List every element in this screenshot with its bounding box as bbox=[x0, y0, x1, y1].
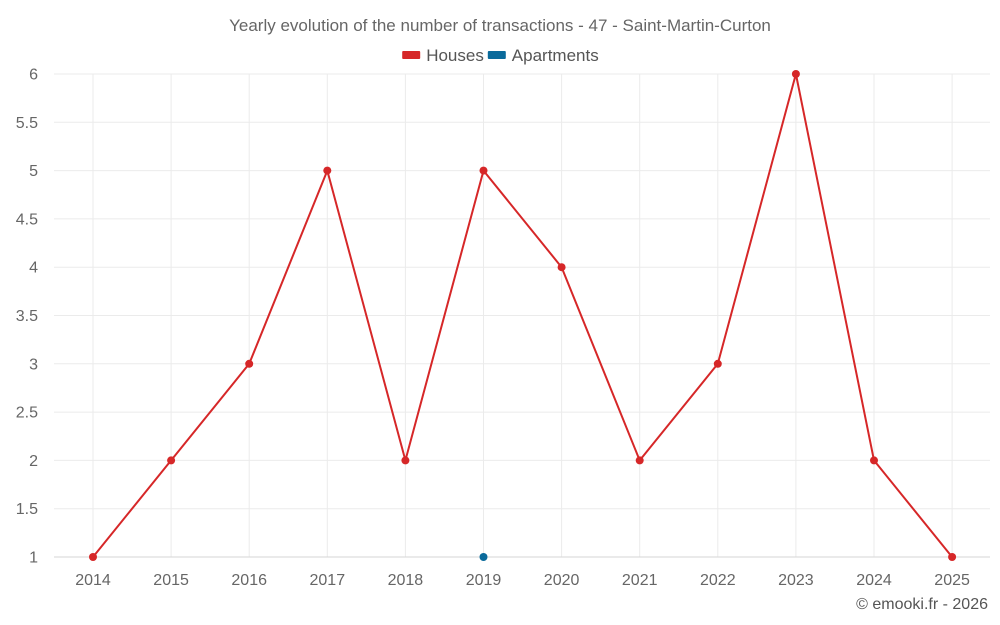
x-tick-label: 2014 bbox=[75, 572, 111, 589]
y-tick-label: 1 bbox=[29, 550, 38, 567]
data-point[interactable] bbox=[479, 166, 488, 175]
chart-title: Yearly evolution of the number of transa… bbox=[229, 16, 771, 35]
legend-label: Apartments bbox=[512, 46, 599, 65]
chart-credit: © emooki.fr - 2026 bbox=[856, 596, 988, 613]
series-line bbox=[92, 73, 953, 558]
x-tick-label: 2015 bbox=[153, 572, 189, 589]
data-point[interactable] bbox=[89, 553, 97, 561]
x-tick-label: 2022 bbox=[700, 572, 736, 589]
data-point[interactable] bbox=[245, 359, 254, 368]
data-point[interactable] bbox=[870, 456, 878, 465]
series-houses bbox=[89, 70, 957, 561]
legend-item-apartments[interactable]: Apartments bbox=[487, 46, 599, 65]
data-point[interactable] bbox=[948, 553, 957, 561]
y-tick-label: 5.5 bbox=[16, 115, 38, 132]
y-tick-label: 4.5 bbox=[16, 211, 38, 228]
x-tick-label: 2024 bbox=[856, 572, 892, 589]
y-tick-label: 5 bbox=[29, 163, 38, 180]
legend-swatch bbox=[402, 51, 421, 59]
legend-swatch bbox=[487, 51, 506, 59]
y-tick-label: 2.5 bbox=[16, 405, 38, 422]
y-tick-label: 3 bbox=[29, 356, 38, 373]
y-tick-label: 4 bbox=[29, 260, 38, 277]
x-tick-label: 2019 bbox=[466, 572, 502, 589]
legend-item-houses[interactable]: Houses bbox=[402, 46, 484, 65]
x-tick-label: 2025 bbox=[934, 572, 970, 589]
series-apartments bbox=[479, 553, 488, 561]
data-point[interactable] bbox=[479, 553, 488, 561]
legend[interactable]: Houses Apartments bbox=[402, 46, 599, 65]
data-point[interactable] bbox=[791, 70, 800, 78]
data-point[interactable] bbox=[635, 456, 644, 465]
grid bbox=[54, 73, 990, 558]
y-axis: 1 1.5 2 2.5 3 3.5 4 4.5 5 5.5 6 bbox=[16, 67, 38, 567]
x-tick-label: 2018 bbox=[388, 572, 424, 589]
data-point[interactable] bbox=[557, 263, 566, 272]
y-tick-label: 6 bbox=[29, 67, 38, 84]
y-tick-label: 3.5 bbox=[16, 308, 38, 325]
x-tick-label: 2021 bbox=[622, 572, 658, 589]
y-tick-label: 1.5 bbox=[16, 501, 38, 518]
y-tick-label: 2 bbox=[29, 453, 38, 470]
x-tick-label: 2016 bbox=[231, 572, 267, 589]
series-layer bbox=[89, 70, 957, 561]
x-tick-label: 2017 bbox=[310, 572, 346, 589]
data-point[interactable] bbox=[167, 456, 176, 465]
data-point[interactable] bbox=[401, 456, 410, 465]
data-point[interactable] bbox=[713, 359, 722, 368]
legend-label: Houses bbox=[426, 46, 484, 65]
x-tick-label: 2020 bbox=[544, 572, 580, 589]
x-axis: 2014 2015 2016 2017 2018 2019 2020 2021 2022 2023… bbox=[54, 556, 990, 589]
data-point[interactable] bbox=[323, 166, 332, 175]
x-tick-label: 2023 bbox=[778, 572, 814, 589]
